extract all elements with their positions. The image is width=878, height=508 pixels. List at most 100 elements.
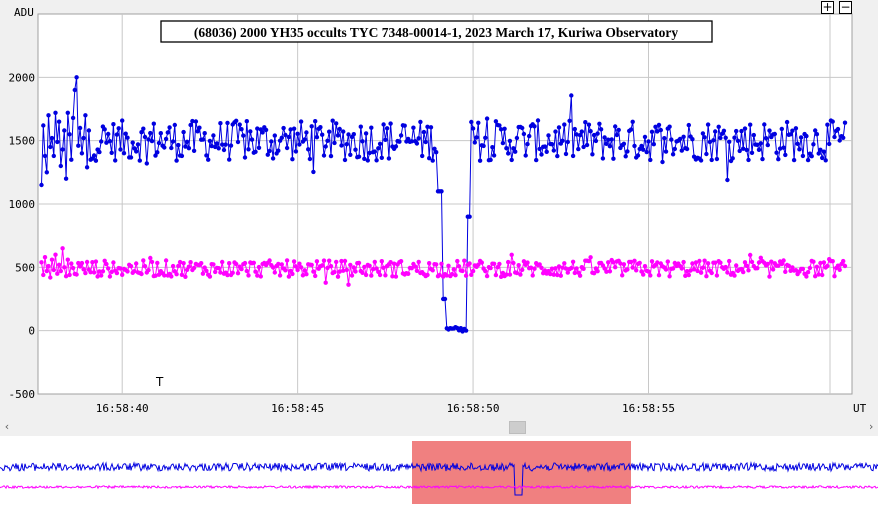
data-point bbox=[423, 139, 428, 145]
data-point bbox=[267, 148, 272, 154]
data-point bbox=[725, 177, 730, 183]
data-point bbox=[67, 272, 72, 278]
data-point bbox=[109, 150, 114, 155]
data-point bbox=[690, 261, 695, 266]
data-point bbox=[483, 135, 488, 140]
data-point bbox=[58, 268, 63, 274]
data-point bbox=[470, 126, 476, 131]
data-point bbox=[339, 143, 344, 148]
data-point bbox=[714, 156, 720, 162]
data-point bbox=[746, 157, 751, 163]
data-point bbox=[483, 268, 488, 274]
data-point bbox=[779, 126, 784, 132]
data-point bbox=[506, 151, 511, 156]
data-point bbox=[569, 93, 574, 98]
data-point bbox=[74, 272, 79, 277]
data-point bbox=[363, 131, 369, 136]
data-point bbox=[788, 268, 793, 273]
data-point bbox=[686, 272, 691, 278]
data-point bbox=[276, 148, 281, 153]
data-point bbox=[239, 127, 244, 132]
data-point bbox=[391, 261, 397, 266]
data-point bbox=[135, 142, 141, 147]
data-point bbox=[691, 267, 697, 272]
data-point bbox=[570, 153, 576, 159]
zoom-out-button[interactable]: − bbox=[839, 0, 852, 14]
data-point bbox=[304, 130, 309, 135]
data-point bbox=[67, 132, 72, 137]
data-point bbox=[556, 264, 562, 269]
scroll-thumb[interactable] bbox=[509, 421, 526, 434]
data-point bbox=[734, 263, 739, 268]
data-point bbox=[734, 128, 739, 134]
data-point bbox=[184, 139, 190, 144]
data-point bbox=[114, 270, 120, 276]
data-point bbox=[414, 268, 420, 273]
zoom-in-button[interactable]: + bbox=[821, 0, 834, 14]
data-point bbox=[581, 266, 586, 271]
data-point bbox=[406, 271, 411, 276]
data-point bbox=[237, 122, 242, 127]
overview-strip[interactable] bbox=[0, 436, 878, 508]
data-point bbox=[804, 133, 809, 139]
data-point bbox=[635, 153, 641, 158]
data-point bbox=[327, 129, 332, 134]
horizontal-scrollbar[interactable]: ‹ › bbox=[0, 420, 878, 436]
data-point bbox=[758, 255, 763, 260]
data-point bbox=[313, 273, 318, 279]
data-point bbox=[111, 260, 116, 265]
chart-title: (68036) 2000 YH35 occults TYC 7348-00014… bbox=[194, 25, 678, 40]
data-point bbox=[51, 267, 56, 273]
data-point bbox=[69, 261, 74, 266]
data-point bbox=[227, 261, 232, 266]
data-point bbox=[206, 157, 211, 162]
data-point bbox=[432, 146, 437, 151]
data-point bbox=[337, 126, 342, 132]
data-point bbox=[613, 124, 618, 129]
data-point bbox=[581, 144, 586, 150]
data-point bbox=[277, 273, 283, 278]
data-point bbox=[163, 258, 169, 263]
data-point bbox=[841, 258, 846, 264]
data-point bbox=[695, 268, 700, 274]
data-point bbox=[142, 134, 148, 140]
data-point bbox=[293, 264, 299, 269]
data-point bbox=[813, 128, 818, 133]
data-point bbox=[551, 272, 556, 277]
data-point bbox=[369, 273, 374, 278]
overview-selection-window[interactable] bbox=[412, 441, 631, 504]
data-point bbox=[327, 258, 332, 263]
data-point bbox=[528, 265, 534, 270]
data-point bbox=[783, 269, 788, 274]
data-point bbox=[323, 280, 328, 285]
data-point bbox=[451, 267, 456, 272]
data-point bbox=[325, 138, 330, 143]
data-point bbox=[156, 140, 162, 146]
y-tick-label: 1000 bbox=[9, 198, 36, 211]
data-point bbox=[330, 118, 335, 123]
scroll-right-arrow-icon[interactable]: › bbox=[867, 420, 875, 433]
data-point bbox=[632, 258, 637, 263]
data-point bbox=[137, 158, 142, 163]
data-point bbox=[363, 272, 369, 278]
data-point bbox=[134, 261, 139, 266]
scroll-left-arrow-icon[interactable]: ‹ bbox=[3, 420, 11, 433]
data-point bbox=[455, 258, 460, 264]
data-point bbox=[425, 124, 430, 129]
data-point bbox=[765, 261, 770, 267]
data-point bbox=[735, 138, 741, 143]
data-point bbox=[332, 140, 337, 146]
data-point bbox=[306, 147, 311, 152]
data-point bbox=[623, 154, 628, 159]
data-point bbox=[663, 267, 669, 272]
data-point bbox=[553, 129, 558, 134]
y-tick-label: 2000 bbox=[9, 71, 36, 84]
data-point bbox=[800, 153, 806, 159]
data-point bbox=[611, 156, 616, 161]
data-point bbox=[83, 113, 88, 118]
data-point bbox=[86, 128, 92, 133]
data-point bbox=[95, 274, 100, 279]
data-point bbox=[821, 260, 827, 265]
data-point bbox=[383, 137, 388, 142]
data-point bbox=[270, 156, 276, 161]
